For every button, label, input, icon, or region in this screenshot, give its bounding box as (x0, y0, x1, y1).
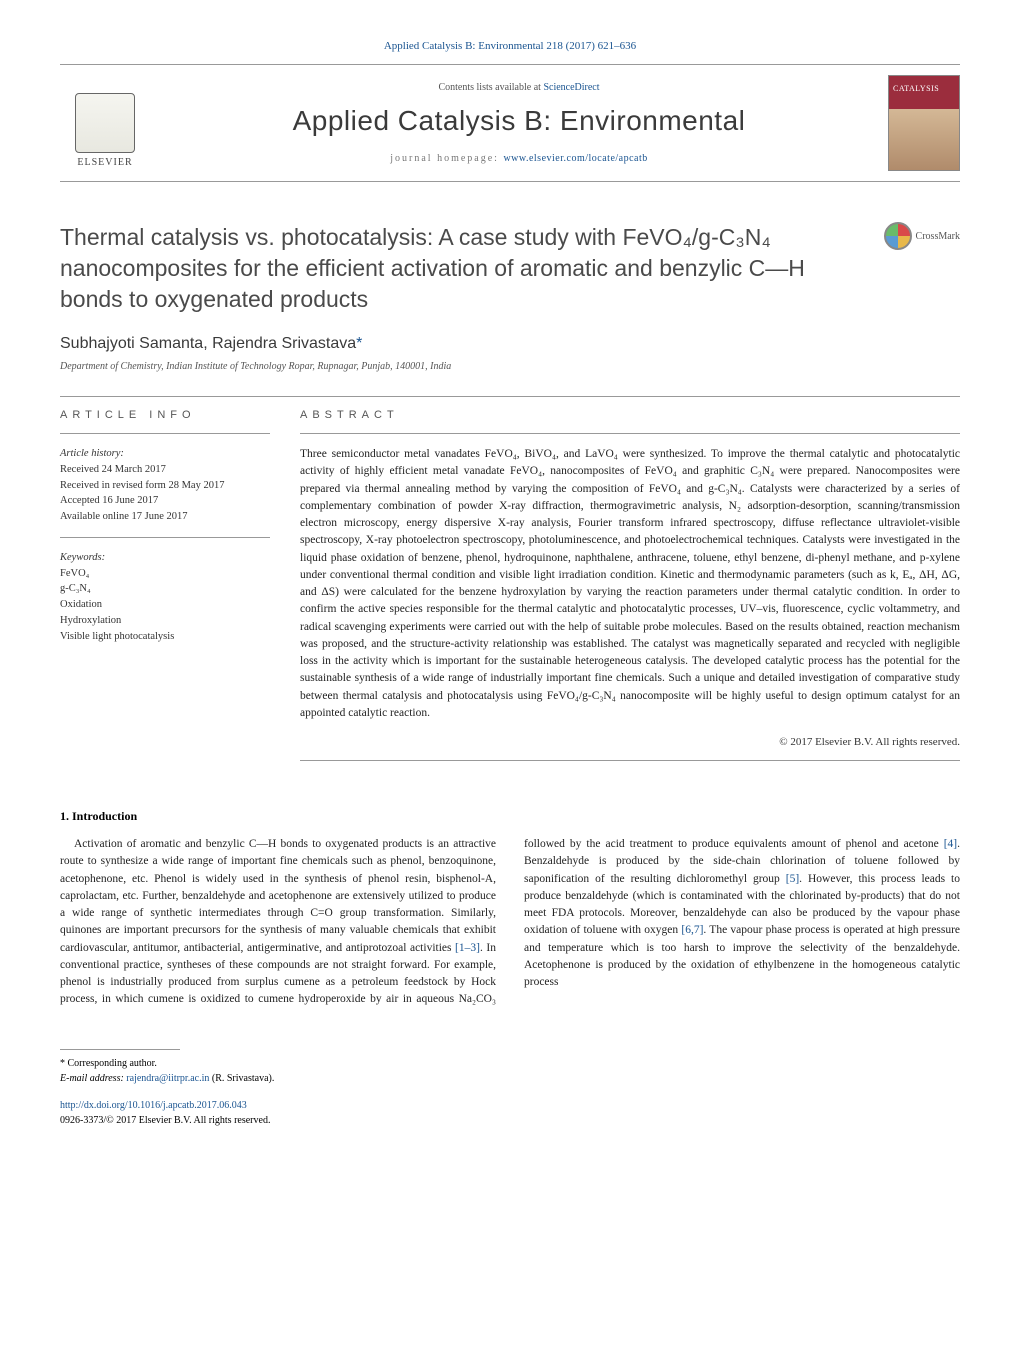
keyword: Hydroxylation (60, 613, 270, 629)
elsevier-tree-icon (75, 93, 135, 153)
homepage-line: journal homepage: www.elsevier.com/locat… (150, 153, 888, 164)
corresponding-author-note: * Corresponding author. (60, 1056, 492, 1071)
divider (60, 537, 270, 538)
crossmark-label: CrossMark (916, 231, 960, 242)
corresponding-mark: * (356, 335, 362, 352)
sciencedirect-link[interactable]: ScienceDirect (543, 82, 599, 93)
intro-heading: 1. Introduction (60, 809, 960, 824)
divider (60, 396, 960, 397)
keywords-block: Keywords: FeVO₄ g-C₃N₄ Oxidation Hydroxy… (60, 550, 270, 645)
title-row: Thermal catalysis vs. photocatalysis: A … (60, 222, 960, 315)
abstract-column: ABSTRACT Three semiconductor metal vanad… (300, 409, 960, 773)
article-info-column: ARTICLE INFO Article history: Received 2… (60, 409, 270, 773)
reference-link[interactable]: [4] (944, 838, 957, 850)
email-link[interactable]: rajendra@iitrpr.ac.in (126, 1073, 209, 1084)
crossmark-icon (884, 222, 912, 250)
page-footer: * Corresponding author. E-mail address: … (60, 1049, 960, 1128)
online-date: Available online 17 June 2017 (60, 509, 270, 525)
issn-copyright: 0926-3373/© 2017 Elsevier B.V. All right… (60, 1113, 492, 1128)
cover-label: CATALYSIS (893, 84, 939, 93)
info-abstract-row: ARTICLE INFO Article history: Received 2… (60, 409, 960, 773)
intro-body: Activation of aromatic and benzylic C—H … (60, 836, 960, 1009)
revised-date: Received in revised form 28 May 2017 (60, 478, 270, 494)
contents-line: Contents lists available at ScienceDirec… (150, 82, 888, 93)
email-label: E-mail address: (60, 1073, 126, 1084)
publisher-label: ELSEVIER (77, 157, 132, 168)
journal-header: ELSEVIER Contents lists available at Sci… (60, 64, 960, 182)
affiliation: Department of Chemistry, Indian Institut… (60, 361, 960, 372)
elsevier-logo[interactable]: ELSEVIER (60, 78, 150, 168)
journal-cover-thumbnail[interactable]: CATALYSIS (888, 75, 960, 171)
accepted-date: Accepted 16 June 2017 (60, 493, 270, 509)
keywords-label: Keywords: (60, 550, 270, 566)
contents-prefix: Contents lists available at (438, 82, 543, 93)
email-author: (R. Srivastava). (209, 1073, 274, 1084)
footnote-rule (60, 1049, 180, 1050)
header-center: Contents lists available at ScienceDirec… (150, 82, 888, 164)
doi-link[interactable]: http://dx.doi.org/10.1016/j.apcatb.2017.… (60, 1100, 247, 1111)
divider (60, 433, 270, 434)
article-title: Thermal catalysis vs. photocatalysis: A … (60, 222, 884, 315)
article-info-heading: ARTICLE INFO (60, 409, 270, 421)
keyword: Visible light photocatalysis (60, 629, 270, 645)
email-line: E-mail address: rajendra@iitrpr.ac.in (R… (60, 1071, 492, 1086)
article-history: Article history: Received 24 March 2017 … (60, 446, 270, 525)
reference-link[interactable]: [1–3] (455, 942, 480, 954)
abstract-heading: ABSTRACT (300, 409, 960, 421)
keyword: g-C₃N₄ (60, 581, 270, 597)
abstract-copyright: © 2017 Elsevier B.V. All rights reserved… (300, 736, 960, 748)
reference-link[interactable]: [6,7] (681, 924, 703, 936)
reference-link[interactable]: [5] (786, 873, 799, 885)
journal-title: Applied Catalysis B: Environmental (150, 105, 888, 137)
authors: Subhajyoti Samanta, Rajendra Srivastava* (60, 335, 960, 353)
homepage-link[interactable]: www.elsevier.com/locate/apcatb (503, 153, 647, 164)
keyword: FeVO₄ (60, 566, 270, 582)
intro-text: Activation of aromatic and benzylic C—H … (60, 838, 496, 954)
divider (300, 760, 960, 761)
received-date: Received 24 March 2017 (60, 462, 270, 478)
author-names: Subhajyoti Samanta, Rajendra Srivastava (60, 335, 356, 352)
divider (300, 433, 960, 434)
header-citation[interactable]: Applied Catalysis B: Environmental 218 (… (60, 40, 960, 52)
introduction-section: 1. Introduction Activation of aromatic a… (60, 809, 960, 1009)
keyword: Oxidation (60, 597, 270, 613)
crossmark-badge[interactable]: CrossMark (884, 222, 960, 250)
footer-left: * Corresponding author. E-mail address: … (60, 1056, 492, 1128)
history-label: Article history: (60, 446, 270, 462)
homepage-prefix: journal homepage: (390, 153, 503, 164)
abstract-text: Three semiconductor metal vanadates FeVO… (300, 446, 960, 722)
